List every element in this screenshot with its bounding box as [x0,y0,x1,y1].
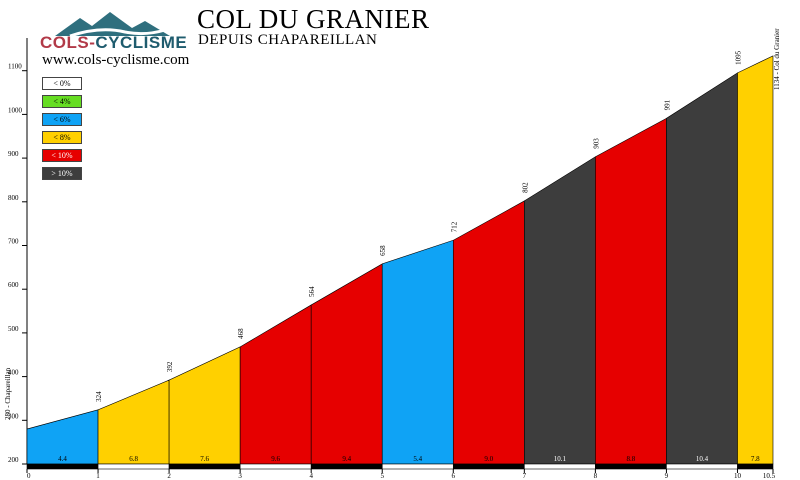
y-tick-label: 400 [8,369,19,377]
legend-item-lt4: < 4% [42,95,82,108]
gradient-label: 9.6 [271,455,280,463]
distance-bar [666,463,738,470]
segment-area [381,239,454,465]
legend-item-lt0: < 0% [42,77,82,90]
y-tick-label: 600 [8,281,19,289]
altitude-label: 802 [521,182,529,193]
x-tick-label: 10.5 [763,472,776,480]
start-altitude-label: 280 - Chapareillan [4,367,12,420]
legend-item-gt10: > 10% [42,167,82,180]
distance-bar [595,463,667,470]
page-title: COL DU GRANIER [197,4,430,34]
gradient-legend: < 0% < 4% < 6% < 8% < 10% > 10% [42,77,82,185]
y-tick-label: 300 [8,412,19,420]
segment-area [239,304,312,465]
gradient-label: 10.1 [554,455,567,463]
legend-item-lt6: < 6% [42,113,82,126]
segment-area [310,263,383,465]
x-tick-label: 8 [594,472,598,480]
y-tick-label: 200 [8,456,19,464]
distance-bar [381,463,454,470]
altitude-label: 903 [592,138,600,149]
distance-bar [524,463,596,470]
altitude-label: 468 [237,328,245,339]
y-tick-label: 1000 [8,106,23,114]
x-tick-label: 3 [238,472,242,480]
segment-area [168,346,241,465]
x-tick-label: 7 [523,472,527,480]
gradient-label: 7.6 [200,455,209,463]
altitude-label: 712 [450,221,458,232]
altitude-label: 658 [379,245,387,256]
x-tick-label: 0 [27,472,31,480]
segment-area [452,200,525,465]
gradient-label: 4.4 [58,455,67,463]
y-tick-label: 1100 [8,63,22,71]
y-tick-label: 500 [8,325,19,333]
x-tick-label: 1 [96,472,100,480]
distance-bar [239,463,312,470]
y-tick-label: 900 [8,150,19,158]
segment-area [666,72,738,465]
x-tick-label: 5 [380,472,384,480]
gradient-label: 7.8 [751,455,760,463]
distance-bar [97,463,170,470]
gradient-label: 9.4 [342,455,351,463]
distance-bar [310,463,383,470]
distance-bar [168,463,241,470]
x-tick-label: 6 [452,472,456,480]
mountain-logo-icon [55,12,170,38]
summit-altitude-label: 1134 - Col du Granier [773,28,781,90]
gradient-label: 6.8 [129,455,138,463]
distance-bar [26,463,99,470]
altitude-label: 392 [166,361,174,372]
gradient-label: 5.4 [413,455,422,463]
altitude-label: 564 [308,286,316,297]
segment-area [737,55,774,465]
gradient-label: 10.4 [696,455,709,463]
segment-area [595,117,667,465]
x-tick-label: 2 [167,472,171,480]
gradient-label: 9.0 [484,455,493,463]
x-tick-label: 10 [734,472,742,480]
altitude-label: 324 [95,391,103,402]
altitude-label: 1095 [734,50,742,65]
legend-item-lt10: < 10% [42,149,82,162]
page-subtitle: DEPUIS CHAPAREILLAN [198,32,378,48]
x-tick-label: 4 [309,472,313,480]
segment-area [97,379,170,465]
legend-item-lt8: < 8% [42,131,82,144]
segment-area [524,156,596,465]
distance-bar [452,463,525,470]
gradient-label: 8.8 [627,455,636,463]
y-tick-label: 700 [8,238,19,246]
distance-bar [737,463,774,470]
x-tick-label: 9 [665,472,669,480]
altitude-label: 991 [663,99,671,110]
website-url: www.cols-cyclisme.com [42,52,190,68]
site-logo: COLS-CYCLISME [40,33,188,52]
y-tick-label: 800 [8,194,19,202]
